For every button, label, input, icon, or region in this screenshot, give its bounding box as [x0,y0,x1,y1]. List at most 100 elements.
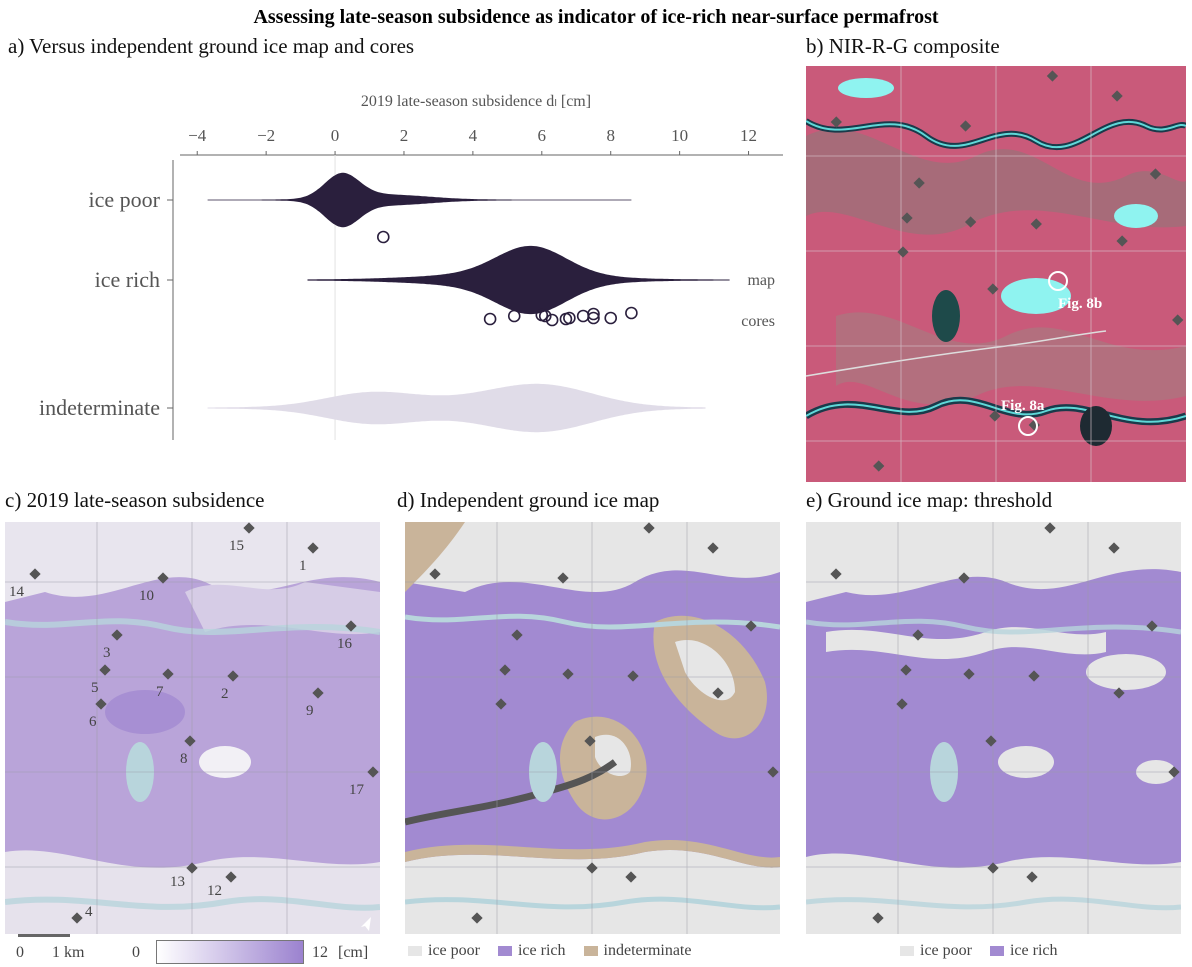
category-label: ice poor [89,187,161,212]
violin-indeterminate [207,383,706,433]
site-marker [964,216,977,228]
site-label: 9 [306,703,314,719]
site-label: 16 [337,636,353,652]
site-marker [985,735,997,747]
site-marker [712,687,724,699]
colorbar-max: 12 [312,944,328,961]
x-tick-label: 0 [331,126,340,145]
legend-e-ice-poor: ice poor [920,942,972,959]
legend-e-ice-rich: ice rich [1009,942,1058,959]
x-tick-label: 6 [538,126,547,145]
core-marker-ice-rich [587,311,600,325]
violins [207,172,730,433]
core-marker-ice-rich [604,311,618,325]
subsidence-map: 15 1 14 10 3 16 5 7 2 9 6 8 17 13 12 4 [5,522,380,934]
x-tick-label: −4 [188,126,207,145]
site-marker [1044,522,1056,534]
core-marker-ice-poor [376,230,390,244]
core-marker-ice-rich [538,309,552,323]
core-marker-ice-rich [576,309,590,323]
site-marker [227,670,239,682]
core-marker-ice-rich [507,309,521,323]
x-tick-label: 10 [671,126,688,145]
site-label: 3 [103,645,111,661]
label-fig8a: Fig. 8a [1001,398,1045,414]
site-marker [1113,687,1125,699]
colorbar [156,940,304,964]
site-label: 6 [89,714,97,730]
site-marker [186,862,198,874]
category-label: ice rich [95,267,160,292]
x-tick-label: 4 [469,126,478,145]
figure-title: Assessing late-season subsidence as indi… [253,6,939,28]
legend-d-ice-poor: ice poor [428,942,480,959]
site-marker [767,766,779,778]
category-labels: ice poor ice rich indeterminate [39,187,173,420]
site-marker [562,668,574,680]
colorbar-min: 0 [132,944,140,961]
violin-chart: −4 −2 0 2 4 6 8 10 12 2019 late-season subsidenc… [39,93,783,440]
panel-c-title: c) 2019 late-season subsidence [5,488,265,512]
site-marker [987,862,999,874]
site-marker [1028,670,1040,682]
nir-composite-map: Fig. 8b Fig. 8a [806,66,1186,482]
site-marker [184,735,196,747]
site-label: 14 [9,584,25,600]
core-marker-ice-rich [545,313,559,327]
panel-e-title: e) Ground ice map: threshold [806,488,1053,512]
scale-bar-end: 1 km [52,944,85,961]
annotation-map: map [747,272,775,289]
site-marker [625,871,637,883]
site-marker [586,862,598,874]
panel-d-title: d) Independent ground ice map [397,488,660,512]
x-tick-label: 8 [606,126,615,145]
site-label: 10 [139,588,154,604]
annotation-cores: cores [741,313,775,330]
site-marker [1172,314,1184,326]
core-marker-ice-rich [563,311,576,325]
violin-ice-poor [207,172,632,228]
x-tick-label: −2 [257,126,275,145]
site-marker [584,735,596,747]
site-marker [989,410,1001,422]
site-label: 4 [85,904,93,920]
core-marker-ice-rich [587,307,600,321]
site-marker [1026,871,1038,883]
legend-d-indeterminate: indeterminate [603,942,692,959]
site-marker [367,766,379,778]
site-marker [963,668,975,680]
site-marker [312,687,324,699]
colorbar-unit: [cm] [338,944,369,961]
core-marker-ice-rich [625,306,638,320]
core-markers [376,230,638,327]
panel-b-title: b) NIR-R-G composite [806,34,1000,58]
site-label: 17 [349,782,365,798]
site-label: 12 [207,883,222,899]
site-marker [225,871,237,883]
site-label: 8 [180,751,188,767]
violin-ice-rich [307,245,730,315]
category-label: indeterminate [39,395,160,420]
site-marker [162,668,174,680]
site-marker [1108,542,1120,554]
site-label: 2 [221,686,229,702]
threshold-map [806,522,1181,934]
x-tick-label: 12 [740,126,757,145]
site-label: 13 [170,874,185,890]
site-label: 1 [299,558,307,574]
legend-e: ice poor ice rich [900,942,1072,960]
scale-bar-start: 0 [16,944,24,961]
site-marker [1116,235,1128,247]
site-label: 7 [156,684,164,700]
site-marker [627,670,639,682]
core-marker-ice-rich [483,312,497,326]
site-marker [1146,620,1158,632]
legend-d: ice poor ice rich indeterminate [408,942,705,960]
x-axis-label: 2019 late-season subsidence dₗ [cm] [361,93,591,110]
label-fig8b: Fig. 8b [1058,296,1102,312]
site-marker [873,460,885,472]
site-marker [987,283,999,295]
x-tick-label: 2 [400,126,409,145]
site-label: 15 [229,538,244,554]
legend-d-ice-rich: ice rich [517,942,566,959]
